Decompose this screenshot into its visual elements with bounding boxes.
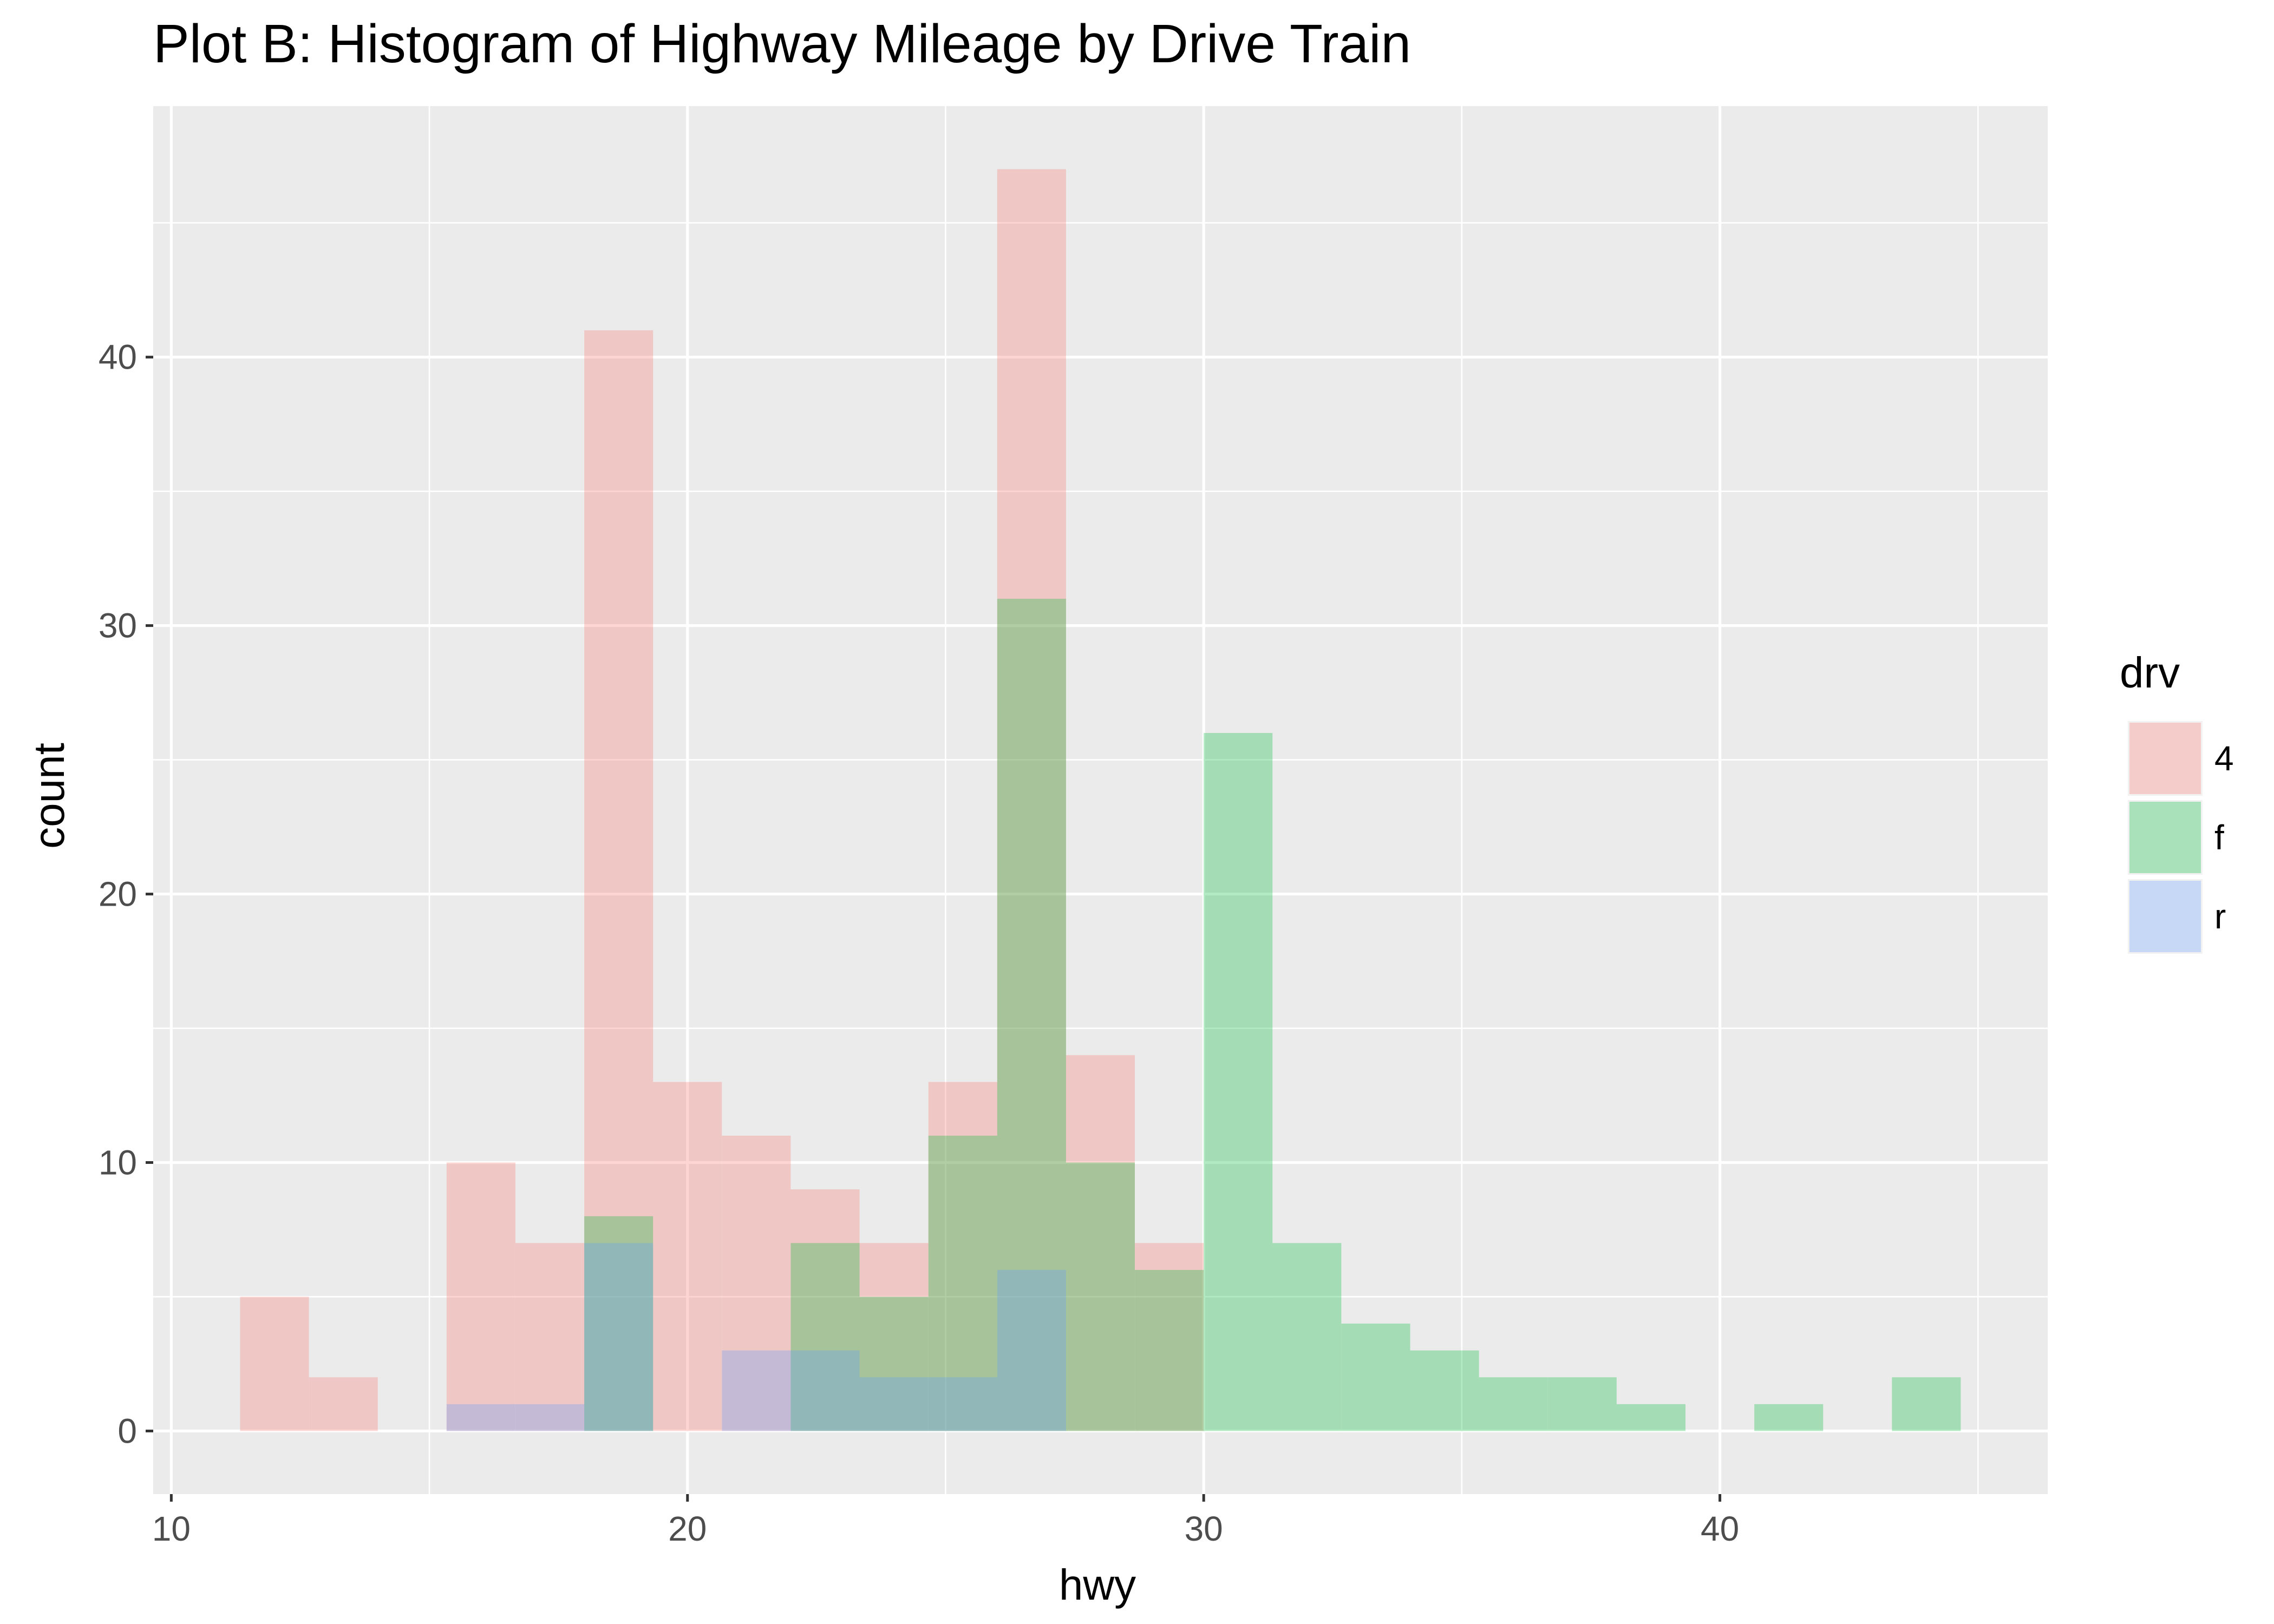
legend-label-f: f [2214, 818, 2224, 857]
bar-4-bin-12 [1066, 1055, 1135, 1431]
bar-f-bin-11 [997, 599, 1066, 1431]
bar-r-bin-9 [859, 1377, 929, 1431]
bar-4-bin-13 [1135, 1243, 1204, 1431]
legend-label-4: 4 [2214, 739, 2234, 778]
bar-4-bin-10 [928, 1082, 997, 1431]
series-r [446, 1243, 1066, 1431]
plot-panel [153, 106, 2048, 1494]
series-f [584, 599, 1961, 1431]
bar-4-bin-6 [653, 1082, 722, 1431]
legend-key-bg-4 [2128, 721, 2203, 796]
y-tick-label: 40 [99, 338, 137, 377]
bar-4-bin-7 [722, 1135, 791, 1431]
legend-title: drv [2120, 649, 2180, 697]
bar-f-bin-13 [1135, 1269, 1204, 1431]
bar-f-bin-22 [1754, 1404, 1824, 1431]
bar-4-bin-4 [515, 1243, 585, 1431]
histogram-bars [240, 169, 1961, 1431]
bar-f-bin-17 [1410, 1350, 1479, 1431]
y-tick-label: 0 [117, 1411, 137, 1450]
bar-f-bin-14 [1204, 733, 1273, 1431]
bar-r-bin-10 [928, 1377, 997, 1431]
legend-key-bg-f [2128, 800, 2203, 875]
legend-key-4 [2129, 723, 2201, 794]
legend-key-f [2129, 802, 2201, 873]
x-axis: 10 20 30 40 [152, 1494, 1739, 1548]
bar-f-bin-9 [859, 1296, 929, 1431]
bar-4-bin-9 [859, 1243, 929, 1431]
bar-4-bin-1 [309, 1377, 378, 1431]
bar-4-bin-11 [997, 169, 1066, 1431]
x-tick-label: 30 [1185, 1509, 1223, 1548]
x-tick-label: 10 [152, 1509, 191, 1548]
legend-label-r: r [2214, 897, 2226, 936]
bar-f-bin-18 [1479, 1377, 1548, 1431]
bar-f-bin-12 [1066, 1162, 1135, 1431]
bar-f-bin-5 [584, 1216, 654, 1431]
bar-f-bin-16 [1341, 1324, 1410, 1431]
x-tick-label: 40 [1701, 1509, 1739, 1548]
legend-key-r [2129, 881, 2201, 952]
x-axis-title: hwy [1059, 1561, 1136, 1609]
bar-4-bin-5 [584, 330, 654, 1431]
minor-gridlines [153, 106, 2048, 1494]
major-gridlines [153, 106, 2048, 1494]
bar-f-bin-19 [1547, 1377, 1617, 1431]
y-tick-label: 10 [99, 1143, 137, 1182]
y-axis-title: count [25, 743, 73, 849]
bar-4-bin-8 [790, 1189, 860, 1431]
bar-4-bin-3 [446, 1162, 515, 1431]
y-tick-label: 30 [99, 606, 137, 645]
bar-r-bin-11 [997, 1269, 1066, 1431]
series-4 [240, 169, 1204, 1431]
bar-f-bin-15 [1272, 1243, 1342, 1431]
bar-r-bin-3 [446, 1404, 515, 1431]
bar-f-bin-20 [1616, 1404, 1685, 1431]
x-tick-label: 20 [668, 1509, 707, 1548]
bar-f-bin-10 [928, 1135, 997, 1431]
chart-title: Plot B: Histogram of Highway Mileage by … [153, 14, 1411, 74]
legend-key-bg-r [2128, 879, 2203, 954]
legend: drv 4 f r [2120, 649, 2234, 954]
bar-r-bin-4 [515, 1404, 585, 1431]
bar-f-bin-8 [790, 1243, 860, 1431]
bar-f-bin-24 [1892, 1377, 1961, 1431]
y-axis: 0 10 20 30 40 [99, 338, 153, 1450]
bar-r-bin-8 [790, 1350, 860, 1431]
y-tick-label: 20 [99, 875, 137, 914]
bar-r-bin-5 [584, 1243, 654, 1431]
bar-r-bin-7 [722, 1350, 791, 1431]
bar-4-bin-0 [240, 1296, 309, 1431]
